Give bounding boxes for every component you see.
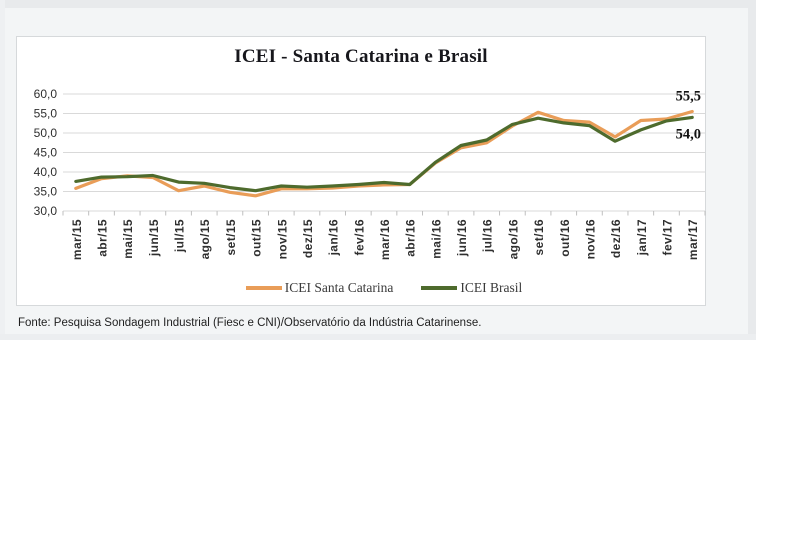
x-axis-tick-label: abr/16 xyxy=(404,219,418,257)
series-end-label: 54,0 xyxy=(676,126,701,142)
x-axis-tick-label: jan/17 xyxy=(635,219,649,256)
x-axis-tick-label: dez/15 xyxy=(301,219,315,258)
x-axis-tick-label: nov/16 xyxy=(583,219,597,259)
chart-legend: ICEI Santa Catarina ICEI Brasil xyxy=(63,280,705,296)
x-axis-tick-label: jul/16 xyxy=(481,219,495,253)
x-axis-tick-label: out/15 xyxy=(250,219,264,257)
series-end-label: 55,5 xyxy=(676,89,701,105)
legend-label-santa-catarina: ICEI Santa Catarina xyxy=(284,280,394,295)
y-axis-tick-label: 30,0 xyxy=(34,204,58,218)
x-axis-tick-label: mar/16 xyxy=(378,219,392,260)
x-axis-tick-label: jun/15 xyxy=(147,219,161,257)
page-edge-right xyxy=(748,0,756,340)
x-axis-tick-label: set/16 xyxy=(532,219,546,255)
y-axis-tick-label: 50,0 xyxy=(34,126,58,140)
legend-swatch-brasil xyxy=(421,286,458,290)
x-axis-tick-label: out/16 xyxy=(558,219,572,257)
x-axis-tick-label: mar/15 xyxy=(70,219,84,260)
source-note: Fonte: Pesquisa Sondagem Industrial (Fie… xyxy=(18,317,482,329)
page-edge-bottom xyxy=(0,334,756,340)
x-axis-tick-label: fev/16 xyxy=(352,219,366,255)
x-axis-tick-label: dez/16 xyxy=(609,219,623,258)
x-axis-tick-label: abr/15 xyxy=(96,219,110,257)
x-axis-tick-label: jul/15 xyxy=(173,219,187,253)
x-axis-tick-label: nov/15 xyxy=(275,219,289,259)
page-edge-top xyxy=(0,0,756,8)
x-axis-tick-label: mai/16 xyxy=(429,219,443,259)
y-axis-tick-label: 35,0 xyxy=(34,185,58,199)
document-page: 60,0 55,0 50,0 45,0 40,0 35,0 30,0 mar/15 abr/15… xyxy=(0,0,756,340)
y-axis-tick-label: 60,0 xyxy=(34,87,58,101)
legend-label-brasil: ICEI Brasil xyxy=(460,280,523,295)
y-axis-tick-label: 55,0 xyxy=(34,107,58,121)
x-axis-tick-label: mai/15 xyxy=(121,219,135,259)
y-axis-tick-label: 45,0 xyxy=(34,146,58,160)
chart-container: 60,0 55,0 50,0 45,0 40,0 35,0 30,0 mar/15 abr/15… xyxy=(16,36,706,306)
y-axis-tick-label: 40,0 xyxy=(34,165,58,179)
legend-item-santa-catarina: ICEI Santa Catarina xyxy=(245,280,394,296)
line-chart: 60,0 55,0 50,0 45,0 40,0 35,0 30,0 mar/15 abr/15… xyxy=(34,87,706,260)
series-line-brasil xyxy=(74,115,694,193)
page-edge-left xyxy=(0,0,5,340)
x-axis-tick-label: jan/16 xyxy=(327,219,341,256)
legend-item-brasil: ICEI Brasil xyxy=(421,280,522,296)
x-axis-tick-label: jun/16 xyxy=(455,219,469,257)
series-line-santa-catarina xyxy=(74,109,694,198)
x-axis-tick-label: ago/15 xyxy=(198,219,212,259)
legend-swatch-santa-catarina xyxy=(245,286,282,290)
x-axis-tick-label: fev/17 xyxy=(660,219,674,255)
x-axis-tick-label: set/15 xyxy=(224,219,238,255)
chart-title: ICEI - Santa Catarina e Brasil xyxy=(234,46,488,67)
x-axis-tick-label: ago/16 xyxy=(506,219,520,259)
x-axis-tick-label: mar/17 xyxy=(686,219,700,260)
